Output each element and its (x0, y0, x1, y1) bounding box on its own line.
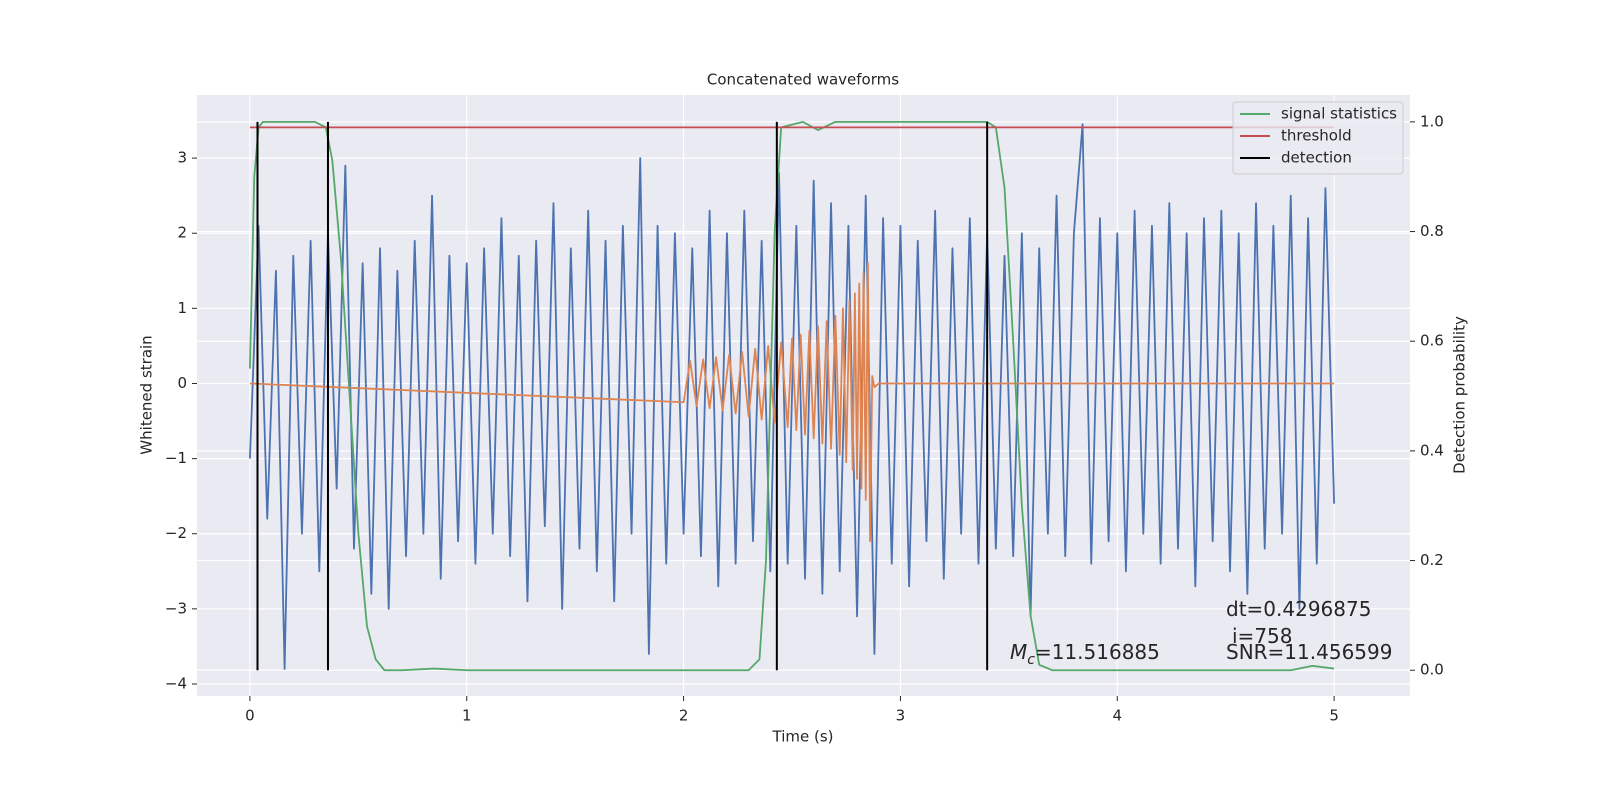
x-axis-label: Time (s) (772, 728, 834, 746)
y-tick-label: 3 (177, 149, 187, 167)
y-tick-label: −4 (165, 674, 187, 692)
legend-label: detection (1281, 149, 1352, 167)
y-tick-label: 2 (177, 224, 187, 242)
x-tick-label: 4 (1112, 707, 1122, 725)
y2-tick-label: 1.0 (1420, 112, 1444, 130)
chart-title: Concatenated waveforms (707, 71, 899, 89)
x-tick-label: 0 (245, 707, 255, 725)
y-tick-label: −3 (165, 599, 187, 617)
series-line (249, 262, 1335, 543)
y-tick-label: 0 (177, 374, 187, 392)
annotation-subscript: c (1027, 652, 1035, 668)
annotation: Mc=11.516885 (1010, 640, 1160, 668)
y-axis-label: Whitened strain (138, 335, 156, 454)
legend-box (1232, 101, 1404, 175)
annotation: SNR=11.456599 (1226, 640, 1392, 664)
y2-tick-label: 0.6 (1420, 332, 1444, 350)
labels: 0 1 2 3 4 5 −4 −3 −2 −1 0 1 2 3 0.0 0.2 0.4 0.6 0.8 1.0 dt=0… (165, 112, 1444, 724)
y2-tick-label: 0.8 (1420, 222, 1444, 240)
y2-tick-label: 0.4 (1420, 441, 1444, 459)
x-tick-label: 3 (896, 707, 906, 725)
y-tick-label: −2 (165, 524, 187, 542)
annotation: i=758 (1232, 624, 1293, 648)
y2-tick-label: 0.2 (1420, 551, 1444, 569)
marks (249, 120, 1336, 672)
series-line (249, 123, 1336, 670)
annotation: dt=0.4296875 (1226, 597, 1371, 621)
annotation-symbol: M (1010, 640, 1027, 664)
legend: signal statistics threshold detection (1232, 101, 1404, 175)
y-tick-label: 1 (177, 299, 187, 317)
series-line (249, 120, 1335, 672)
x-tick-label: 5 (1329, 707, 1339, 725)
y2-tick-label: 0.0 (1420, 661, 1444, 679)
x-tick-label: 1 (462, 707, 472, 725)
annotation-text: =11.516885 (1035, 640, 1160, 664)
legend-label: threshold (1281, 127, 1352, 145)
x-tick-label: 2 (679, 707, 689, 725)
y2-axis-label: Detection probability (1451, 316, 1469, 474)
legend-label: signal statistics (1281, 105, 1397, 123)
y-tick-label: −1 (165, 449, 187, 467)
